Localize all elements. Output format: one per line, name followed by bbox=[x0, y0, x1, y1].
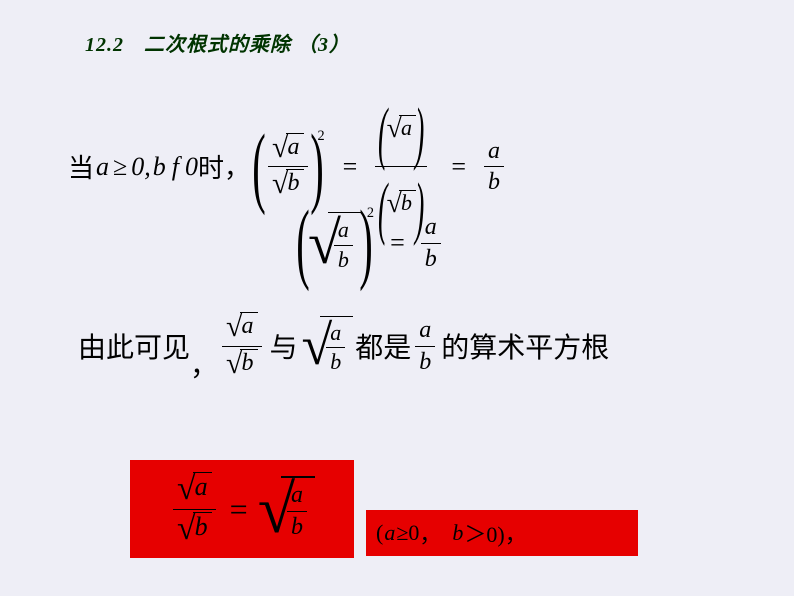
cjk-comma: ， bbox=[224, 148, 250, 185]
frac-ab-2: a b bbox=[415, 315, 435, 377]
txt4: 的算术平方根 bbox=[441, 326, 609, 366]
title-sub: （3） bbox=[297, 34, 350, 56]
var-b: b bbox=[153, 152, 166, 182]
sep: ， bbox=[419, 517, 441, 549]
sym-eq: = bbox=[390, 228, 405, 258]
sqrt-frac-ab: √ a b bbox=[258, 475, 315, 543]
highlight-formula: √ a √ b = √ a b bbox=[130, 460, 354, 558]
sqrt-a: √ a bbox=[272, 133, 303, 163]
var-b: b bbox=[334, 246, 353, 274]
equation-line-2: ( √ a b ) 2 = a b bbox=[298, 198, 445, 288]
frac-sqrt-ab: √ a √ b bbox=[268, 131, 307, 201]
radicand: a b bbox=[328, 212, 361, 273]
var-a: a bbox=[334, 216, 353, 244]
radicand: a b bbox=[281, 476, 315, 542]
var-a2: a bbox=[421, 212, 441, 242]
sqrt-a: √ a bbox=[177, 472, 212, 506]
var-a: a bbox=[384, 520, 395, 546]
num-0b: 0 bbox=[185, 152, 198, 182]
var-a: a bbox=[193, 472, 212, 502]
var-a: a bbox=[96, 152, 109, 182]
frac-ab: a b bbox=[334, 216, 353, 273]
num: √ a bbox=[173, 470, 216, 509]
txt-f: f bbox=[172, 152, 179, 182]
var-b: b bbox=[240, 349, 258, 376]
var-a2: a bbox=[287, 480, 307, 510]
var-b2: b bbox=[287, 512, 307, 542]
var-b4: b bbox=[484, 167, 504, 197]
var-b3: b bbox=[415, 347, 435, 377]
frac-ab-rhs: a b bbox=[421, 212, 441, 274]
frac-sqrt-ab: √ a √ b bbox=[222, 310, 261, 383]
num-0: 0, bbox=[131, 152, 151, 182]
exp-2: 2 bbox=[367, 205, 374, 222]
open: ( bbox=[376, 520, 383, 546]
sqrt-b: √ b bbox=[177, 512, 212, 546]
sqrt-a2: √ a bbox=[387, 115, 416, 143]
lparen-icon: ( bbox=[296, 198, 309, 288]
var-a3: a bbox=[399, 115, 416, 140]
cjk-shi: 时 bbox=[198, 148, 224, 185]
txt3: 都是 bbox=[355, 326, 411, 366]
txt2: 与 bbox=[270, 326, 298, 366]
var-b2: b bbox=[421, 244, 441, 274]
title-text: 二次根式的乘除 bbox=[144, 34, 291, 56]
frac-sqrt-ab: √ a √ b bbox=[173, 470, 216, 549]
sqrt-frac-ab: √ a b bbox=[308, 212, 361, 273]
conclusion-line: 由此可见 ， √ a √ b 与 √ a b 都是 a bbox=[78, 310, 609, 383]
var-b2: b bbox=[326, 348, 345, 376]
rparen-icon: ) bbox=[415, 99, 424, 169]
frac-ab: a b bbox=[326, 319, 345, 376]
var-a2: a bbox=[326, 319, 345, 347]
var-a: a bbox=[240, 312, 258, 339]
sym-eq: = bbox=[343, 152, 358, 182]
sqrt-a: √ a bbox=[226, 312, 257, 342]
sym-eq2: = bbox=[451, 152, 466, 182]
gt0: ＞0) bbox=[464, 517, 504, 549]
var-a2: a bbox=[286, 133, 304, 160]
sqrt-b: √ b bbox=[226, 349, 257, 379]
highlight-condition: ( a ≥0 ， b ＞0) ， bbox=[366, 510, 638, 556]
comma: ， bbox=[190, 344, 218, 384]
slide-title: 12.2 二次根式的乘除 （3） bbox=[85, 28, 350, 57]
ge0: ≥0 bbox=[396, 520, 419, 546]
end: ， bbox=[505, 517, 527, 549]
var-a3: a bbox=[415, 315, 435, 345]
lparen-icon: ( bbox=[378, 99, 387, 169]
den: √ b bbox=[173, 510, 216, 549]
section-number: 12.2 bbox=[85, 34, 124, 56]
cjk-when: 当 bbox=[68, 148, 94, 185]
var-a4: a bbox=[484, 136, 504, 166]
num: √ a bbox=[222, 310, 261, 346]
sqrt-frac-ab: √ a b bbox=[302, 316, 354, 376]
exp-2: 2 bbox=[318, 128, 325, 145]
frac-ab: a b bbox=[287, 480, 307, 542]
radicand: a b bbox=[320, 316, 353, 376]
sym-eq: = bbox=[230, 491, 248, 528]
frac-ab: a b bbox=[484, 136, 504, 198]
lparen-icon: ( bbox=[252, 122, 265, 212]
den: √ b bbox=[222, 347, 261, 383]
sym-ge: ≥ bbox=[113, 152, 127, 182]
var-b: b bbox=[452, 520, 463, 546]
frac-num: ( √ a ) bbox=[375, 92, 427, 166]
frac-num: √ a bbox=[268, 131, 307, 166]
txt1: 由此可见 bbox=[78, 326, 190, 366]
var-b: b bbox=[193, 512, 212, 542]
